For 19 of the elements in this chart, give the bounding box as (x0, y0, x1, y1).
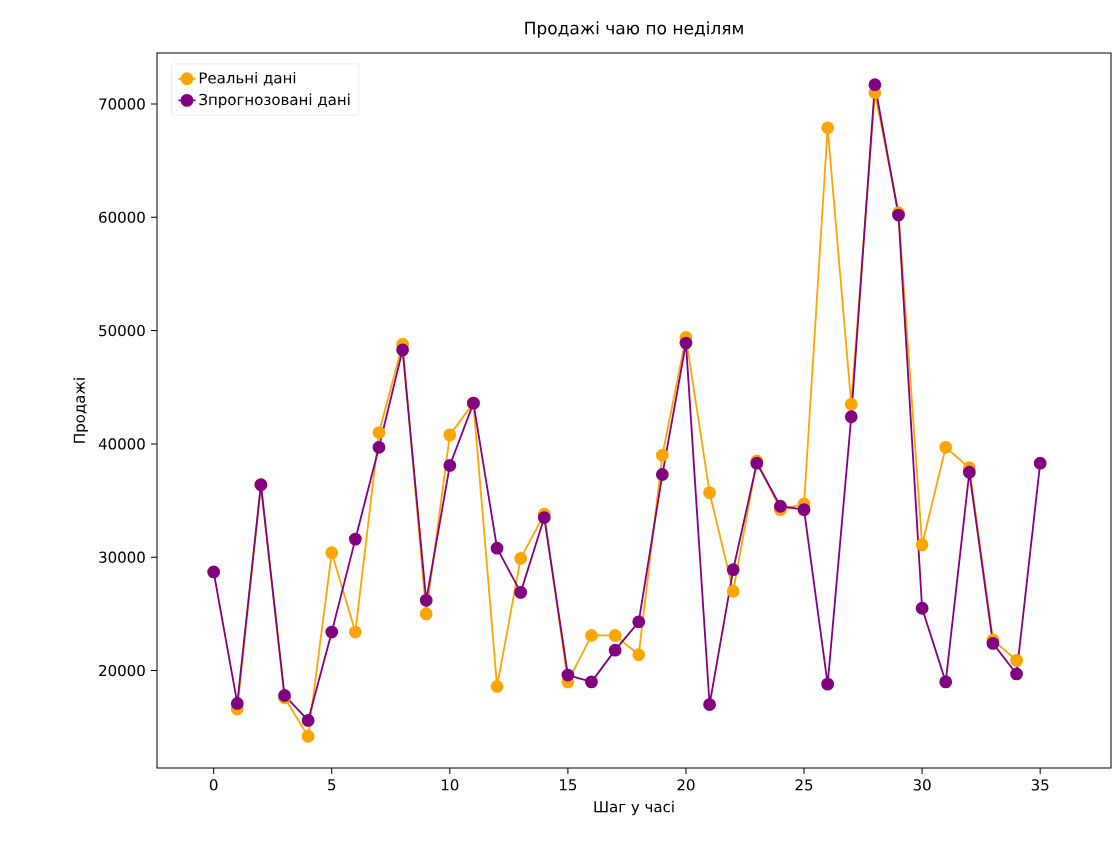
x-tick-label: 15 (559, 779, 577, 791)
legend-label: Зпрогнозовані дані (199, 93, 350, 109)
legend-label: Реальні дані (199, 71, 296, 86)
x-tick-label: 35 (1031, 779, 1049, 791)
x-axis-title: Шаг у часі (594, 800, 674, 816)
chart-title: Продажі чаю по неділям (525, 21, 743, 38)
x-tick-label: 5 (328, 779, 336, 791)
x-tick-label: 10 (441, 779, 459, 791)
y-tick-label: 40000 (98, 438, 145, 450)
x-tick-label: 30 (913, 779, 931, 791)
y-tick-label: 60000 (99, 211, 145, 223)
y-tick-label: 50000 (99, 324, 145, 337)
y-axis-title: Продажі (73, 378, 88, 443)
y-tick-label: 20000 (99, 664, 145, 677)
x-tick-label: 25 (795, 779, 813, 791)
y-tick-label: 70000 (99, 98, 145, 110)
x-tick-label: 20 (677, 779, 695, 791)
x-tick-label: 0 (209, 779, 218, 791)
y-tick-label: 30000 (99, 551, 145, 563)
